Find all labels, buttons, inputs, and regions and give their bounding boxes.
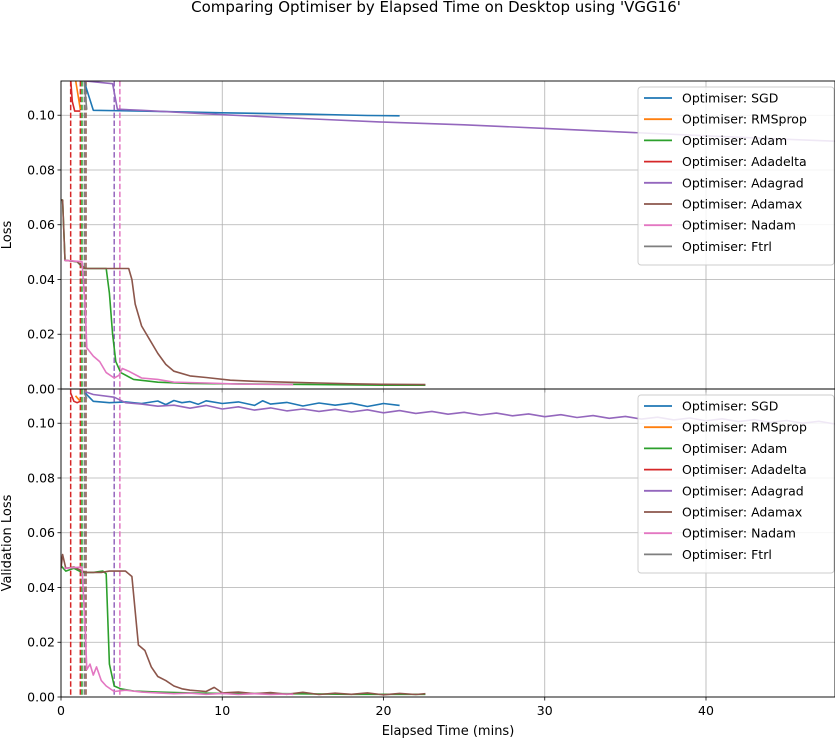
- figure-title: Comparing Optimiser by Elapsed Time on D…: [191, 0, 681, 16]
- legend: Optimiser: SGD Optimiser: RMSprop Optimise…: [637, 394, 835, 574]
- axes-frame: [60, 388, 835, 698]
- x-tick-label: 0: [57, 703, 65, 718]
- y-tick-label: 0.10: [27, 108, 55, 123]
- series-line: [84, 392, 400, 408]
- series-line: [64, 259, 294, 386]
- series-line: [61, 199, 426, 386]
- legend-label: Optimiser: SGD: [682, 91, 778, 106]
- legend-label: Optimiser: Ftrl: [682, 547, 772, 562]
- series-line: [61, 553, 426, 696]
- series-line: [83, 81, 88, 110]
- legend-label: Optimiser: Adagrad: [682, 483, 804, 498]
- legend-label: Optimiser: Adadelta: [682, 154, 807, 169]
- legend-label: Optimiser: Ftrl: [682, 239, 772, 254]
- series-line: [70, 81, 81, 112]
- legend: Optimiser: SGD Optimiser: RMSprop Optimise…: [637, 86, 835, 266]
- series-line: [64, 566, 294, 696]
- x-tick-label: 20: [376, 703, 392, 718]
- series-line: [69, 392, 81, 404]
- legend-label: Optimiser: SGD: [682, 399, 778, 414]
- x-tick-label: 40: [698, 703, 714, 718]
- series-line: [61, 199, 426, 386]
- plot-panel-1: 0.00 0.02 0.04 0.06 0.08 0.10 Loss Optimiser: S…: [0, 80, 835, 397]
- y-tick-label: 0.10: [27, 416, 55, 431]
- x-tick-label: 10: [214, 703, 230, 718]
- y-tick-label: 0.02: [27, 635, 55, 650]
- y-tick-label: 0.02: [27, 327, 55, 342]
- legend-label: Optimiser: Adadelta: [682, 462, 807, 477]
- legend-label: Optimiser: Adamax: [682, 505, 802, 520]
- legend-label: Optimiser: Adamax: [682, 197, 802, 212]
- y-tick-label: 0.00: [27, 690, 55, 705]
- y-tick-label: 0.06: [27, 525, 55, 540]
- y-tick-label: 0.04: [27, 580, 55, 595]
- legend-box: [637, 394, 835, 574]
- legend-label: Optimiser: Adagrad: [682, 175, 804, 190]
- legend-label: Optimiser: Nadam: [682, 218, 796, 233]
- y-axis-label: Validation Loss: [0, 494, 15, 591]
- y-axis-label: Loss: [0, 221, 15, 250]
- legend-label: Optimiser: Nadam: [682, 526, 796, 541]
- plot-area: [61, 81, 835, 389]
- y-tick-label: 0.06: [27, 217, 55, 232]
- series-line: [74, 81, 82, 110]
- y-tick-label: 0.04: [27, 272, 55, 287]
- y-tick-label: 0.00: [27, 382, 55, 397]
- y-tick-label: 0.08: [27, 162, 55, 177]
- x-axis-label: Elapsed Time (mins): [382, 724, 515, 739]
- legend-label: Optimiser: RMSprop: [682, 420, 807, 435]
- legend-box: [637, 86, 835, 266]
- legend-label: Optimiser: Adam: [682, 133, 787, 148]
- legend-label: Optimiser: Adam: [682, 441, 787, 456]
- series-line: [74, 395, 81, 402]
- y-tick-label: 0.08: [27, 470, 55, 485]
- legend-label: Optimiser: RMSprop: [682, 112, 807, 127]
- series-line: [61, 565, 426, 696]
- x-tick-label: 30: [537, 703, 553, 718]
- series-line: [83, 81, 400, 117]
- plot-panel-2: 0.00 0.02 0.04 0.06 0.08 0.10 0 10 20 30 40 Validat…: [0, 388, 835, 718]
- series-line: [83, 392, 88, 399]
